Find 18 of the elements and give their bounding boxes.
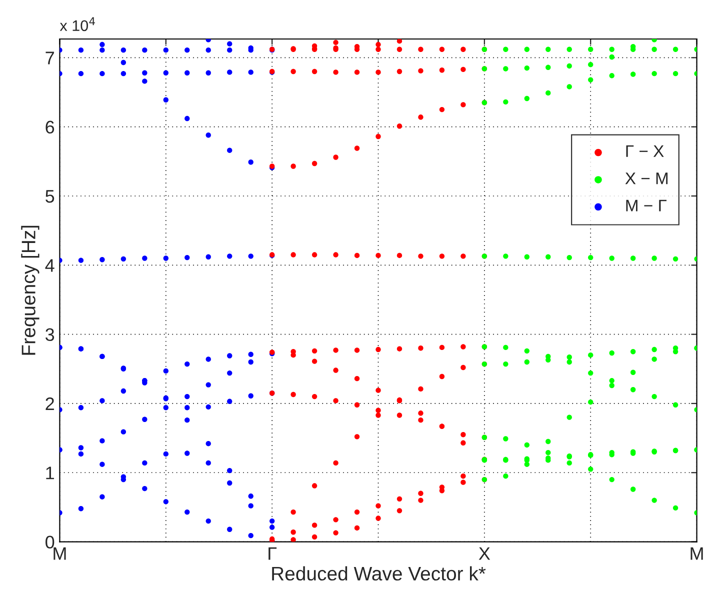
y-tick-label: 3 [46, 328, 54, 342]
y-tick-label: 2 [46, 397, 54, 410]
x-tick-label: M [690, 547, 703, 560]
y-tick-label: 0 [46, 536, 54, 549]
legend-label: M − Γ [626, 200, 666, 212]
x-axis-title: Reduced Wave Vector k* [272, 566, 486, 581]
text: x 10$^{4}$ [60, 17, 95, 32]
y-tick-label: 4 [45, 259, 54, 272]
legend-label: X − M [625, 172, 668, 184]
legend-label: Γ − X [626, 145, 664, 157]
y-tick-label: 5 [46, 190, 54, 203]
x-tick-label: M [54, 547, 66, 560]
y-tick-label: 7 [46, 52, 54, 64]
x-tick-label: Γ [268, 547, 277, 560]
y-tick-label: 6 [46, 120, 54, 134]
y-axis-title: Frequency [Hz] [21, 226, 40, 355]
y-tick-label: 1 [46, 466, 54, 480]
x-tick-label: X [478, 547, 490, 560]
